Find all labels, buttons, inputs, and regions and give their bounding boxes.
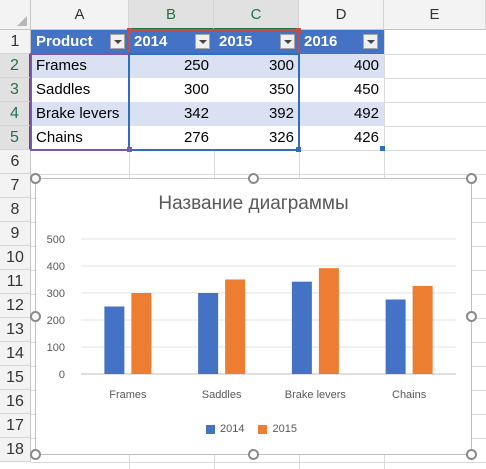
bar-2014-frames[interactable] — [104, 306, 125, 375]
row-header-7[interactable]: 7 — [0, 174, 31, 198]
column-header-e[interactable]: E — [384, 0, 486, 30]
row-header-17[interactable]: 17 — [0, 414, 31, 438]
range-resize-handle[interactable] — [127, 147, 132, 152]
row-header-4[interactable]: 4 — [0, 102, 31, 126]
chart-resize-handle[interactable] — [30, 311, 41, 322]
table-cell[interactable]: Frames — [31, 54, 129, 78]
column-header-c[interactable]: C — [214, 0, 299, 30]
table-resize-handle[interactable] — [380, 146, 385, 151]
chart-resize-handle[interactable] — [248, 449, 259, 460]
row-header-15[interactable]: 15 — [0, 366, 31, 390]
filter-dropdown-icon[interactable] — [195, 34, 210, 49]
x-tick-label: Chains — [392, 389, 427, 401]
row-header-3[interactable]: 3 — [0, 78, 31, 102]
chart-resize-handle[interactable] — [466, 311, 477, 322]
bar-2014-brake-levers[interactable] — [291, 281, 312, 374]
table-cell[interactable]: 300 — [129, 78, 214, 102]
table-cell[interactable]: 250 — [129, 54, 214, 78]
x-tick-label: Frames — [109, 389, 147, 401]
chart-resize-handle[interactable] — [30, 173, 41, 184]
grid-line — [31, 150, 486, 151]
grid-line — [31, 462, 486, 463]
row-header-11[interactable]: 11 — [0, 270, 31, 294]
table-header-product[interactable]: Product — [31, 30, 129, 54]
row-header-16[interactable]: 16 — [0, 390, 31, 414]
y-tick-label: 100 — [47, 342, 65, 354]
chart-resize-handle[interactable] — [466, 449, 477, 460]
bar-2015-frames[interactable] — [131, 293, 152, 374]
row-header-12[interactable]: 12 — [0, 294, 31, 318]
table-cell[interactable]: 426 — [299, 126, 384, 150]
filter-dropdown-icon[interactable] — [110, 34, 125, 49]
grid-line — [31, 174, 486, 175]
bar-2015-chains[interactable] — [412, 285, 433, 374]
table-cell[interactable]: 492 — [299, 102, 384, 126]
table-cell[interactable]: Brake levers — [31, 102, 129, 126]
column-header-b[interactable]: B — [129, 0, 214, 30]
row-header-8[interactable]: 8 — [0, 198, 31, 222]
select-all-corner[interactable] — [0, 0, 31, 30]
chart-resize-handle[interactable] — [248, 173, 259, 184]
legend-item-2015[interactable]: 2015 — [258, 423, 297, 435]
table-cell[interactable]: 450 — [299, 78, 384, 102]
table-header-2016[interactable]: 2016 — [299, 30, 384, 54]
table-cell[interactable]: 392 — [214, 102, 299, 126]
column-header-d[interactable]: D — [299, 0, 384, 30]
table-header-2015[interactable]: 2015 — [214, 30, 299, 54]
table-cell[interactable]: Saddles — [31, 78, 129, 102]
row-header-2[interactable]: 2 — [0, 54, 31, 78]
row-header-10[interactable]: 10 — [0, 246, 31, 270]
range-resize-handle[interactable] — [296, 28, 301, 33]
bar-2014-saddles[interactable] — [198, 293, 219, 374]
y-tick-label: 500 — [47, 234, 65, 246]
filter-dropdown-icon[interactable] — [363, 34, 378, 49]
chart-resize-handle[interactable] — [466, 173, 477, 184]
range-resize-handle[interactable] — [296, 147, 301, 152]
row-header-5[interactable]: 5 — [0, 126, 31, 150]
table-cell[interactable]: 300 — [214, 54, 299, 78]
range-resize-handle[interactable] — [127, 28, 132, 33]
table-header-2014[interactable]: 2014 — [129, 30, 214, 54]
chart-resize-handle[interactable] — [30, 449, 41, 460]
row-header-1[interactable]: 1 — [0, 30, 31, 54]
table-cell[interactable]: 400 — [299, 54, 384, 78]
bar-2015-saddles[interactable] — [225, 279, 246, 375]
legend-item-2014[interactable]: 2014 — [206, 423, 244, 435]
bar-2014-chains[interactable] — [385, 299, 406, 374]
y-tick-label: 400 — [47, 261, 65, 273]
y-tick-label: 0 — [59, 369, 65, 381]
table-cell[interactable]: 342 — [129, 102, 214, 126]
table-cell[interactable]: 350 — [214, 78, 299, 102]
y-tick-label: 300 — [47, 288, 65, 300]
table-cell[interactable]: 326 — [214, 126, 299, 150]
chart-title[interactable]: Название диаграммы — [158, 193, 349, 214]
legend-swatch-2015 — [258, 424, 268, 434]
table-cell[interactable]: 276 — [129, 126, 214, 150]
filter-dropdown-icon[interactable] — [280, 34, 295, 49]
x-tick-label: Saddles — [202, 389, 242, 401]
row-header-14[interactable]: 14 — [0, 342, 31, 366]
chart-plot[interactable]: 0 100 200 300 400 500 Frames Saddles Brake lever… — [36, 179, 471, 454]
bar-2015-brake-levers[interactable] — [318, 268, 339, 374]
row-header-13[interactable]: 13 — [0, 318, 31, 342]
chart-legend[interactable]: 2014 2015 — [206, 423, 297, 435]
row-header-9[interactable]: 9 — [0, 222, 31, 246]
chart-area[interactable]: Название диаграммы 0 100 200 300 400 500 Frame… — [35, 178, 472, 455]
y-tick-label: 200 — [47, 315, 65, 327]
row-header-18[interactable]: 18 — [0, 438, 31, 462]
row-header-6[interactable]: 6 — [0, 150, 31, 174]
legend-swatch-2014 — [206, 424, 215, 434]
column-header-a[interactable]: A — [31, 0, 129, 30]
x-tick-label: Brake levers — [285, 389, 347, 401]
table-cell[interactable]: Chains — [31, 126, 129, 150]
